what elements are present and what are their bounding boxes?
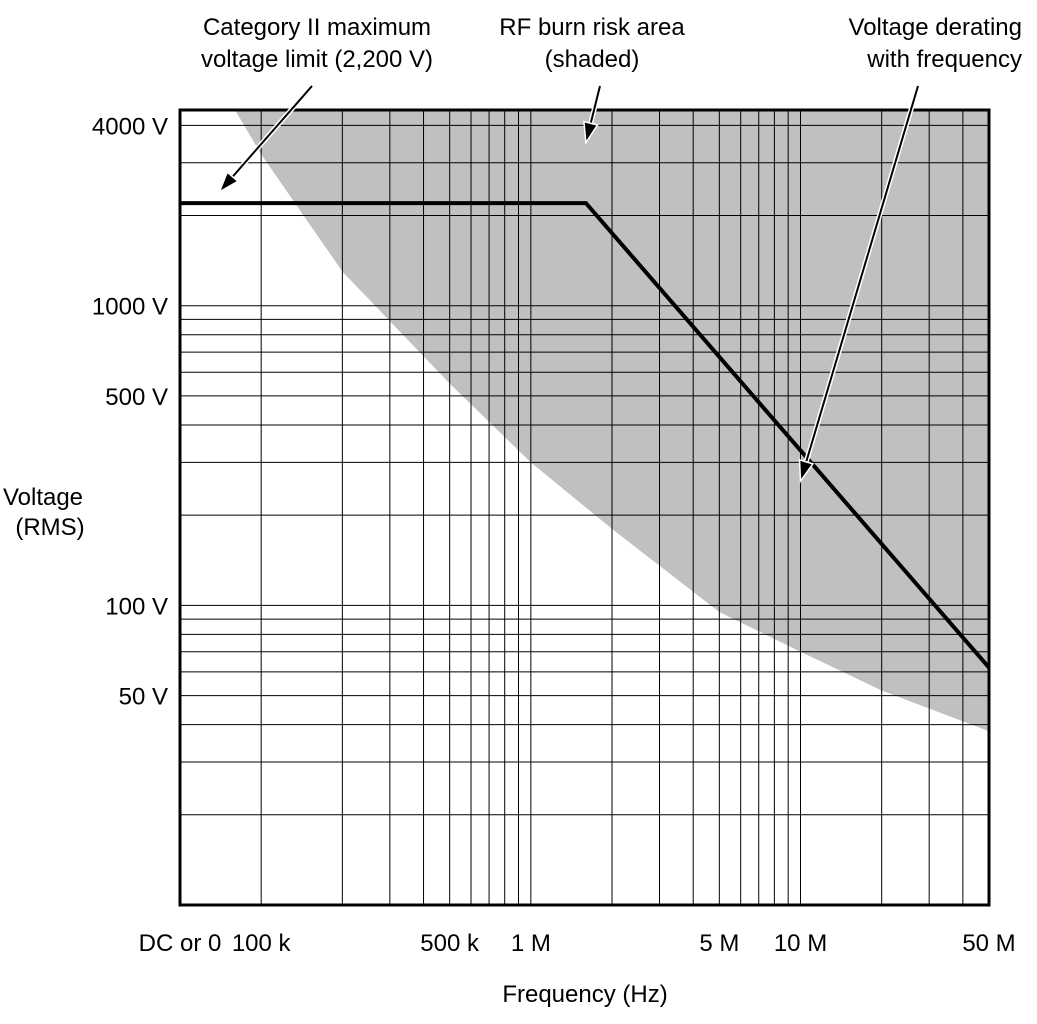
y-tick-label: 100 V xyxy=(105,593,168,620)
rf-burn-shaded-area xyxy=(235,110,989,732)
y-tick-label: 500 V xyxy=(105,384,168,411)
annotation-text: voltage limit (2,200 V) xyxy=(201,46,433,73)
annotation-arrowhead xyxy=(217,170,240,194)
annotation-text: Category II maximum xyxy=(203,14,431,41)
x-axis-title: Frequency (Hz) xyxy=(502,981,667,1008)
x-tick-label: 50 M xyxy=(962,930,1015,957)
annotation-text: RF burn risk area xyxy=(499,14,685,41)
annotation-text: (shaded) xyxy=(545,46,640,73)
annotation-arrowhead xyxy=(583,120,599,145)
annotation-arrow xyxy=(805,85,919,463)
y-tick-label: 4000 V xyxy=(92,113,168,140)
annotation-arrow xyxy=(231,85,313,178)
y-axis-title: (RMS) xyxy=(15,514,84,541)
x-tick-label: 5 M xyxy=(699,930,739,957)
y-tick-label: 50 V xyxy=(119,684,168,711)
voltage-limit-line xyxy=(180,201,989,669)
x-tick-label: 1 M xyxy=(511,930,551,957)
y-axis-title: Voltage xyxy=(3,484,83,511)
y-tick-label: 1000 V xyxy=(92,294,168,321)
plot-frame xyxy=(178,108,991,907)
x-tick-label: 10 M xyxy=(774,930,827,957)
x-tick-label: 500 k xyxy=(420,930,480,957)
annotation-arrow xyxy=(589,85,601,124)
annotation-arrowhead xyxy=(798,458,815,484)
annotation-text: with frequency xyxy=(866,46,1022,73)
x-tick-label: 100 k xyxy=(232,930,292,957)
x-tick-label: DC or 0 xyxy=(139,930,222,957)
annotation-text: Voltage derating xyxy=(849,14,1022,41)
